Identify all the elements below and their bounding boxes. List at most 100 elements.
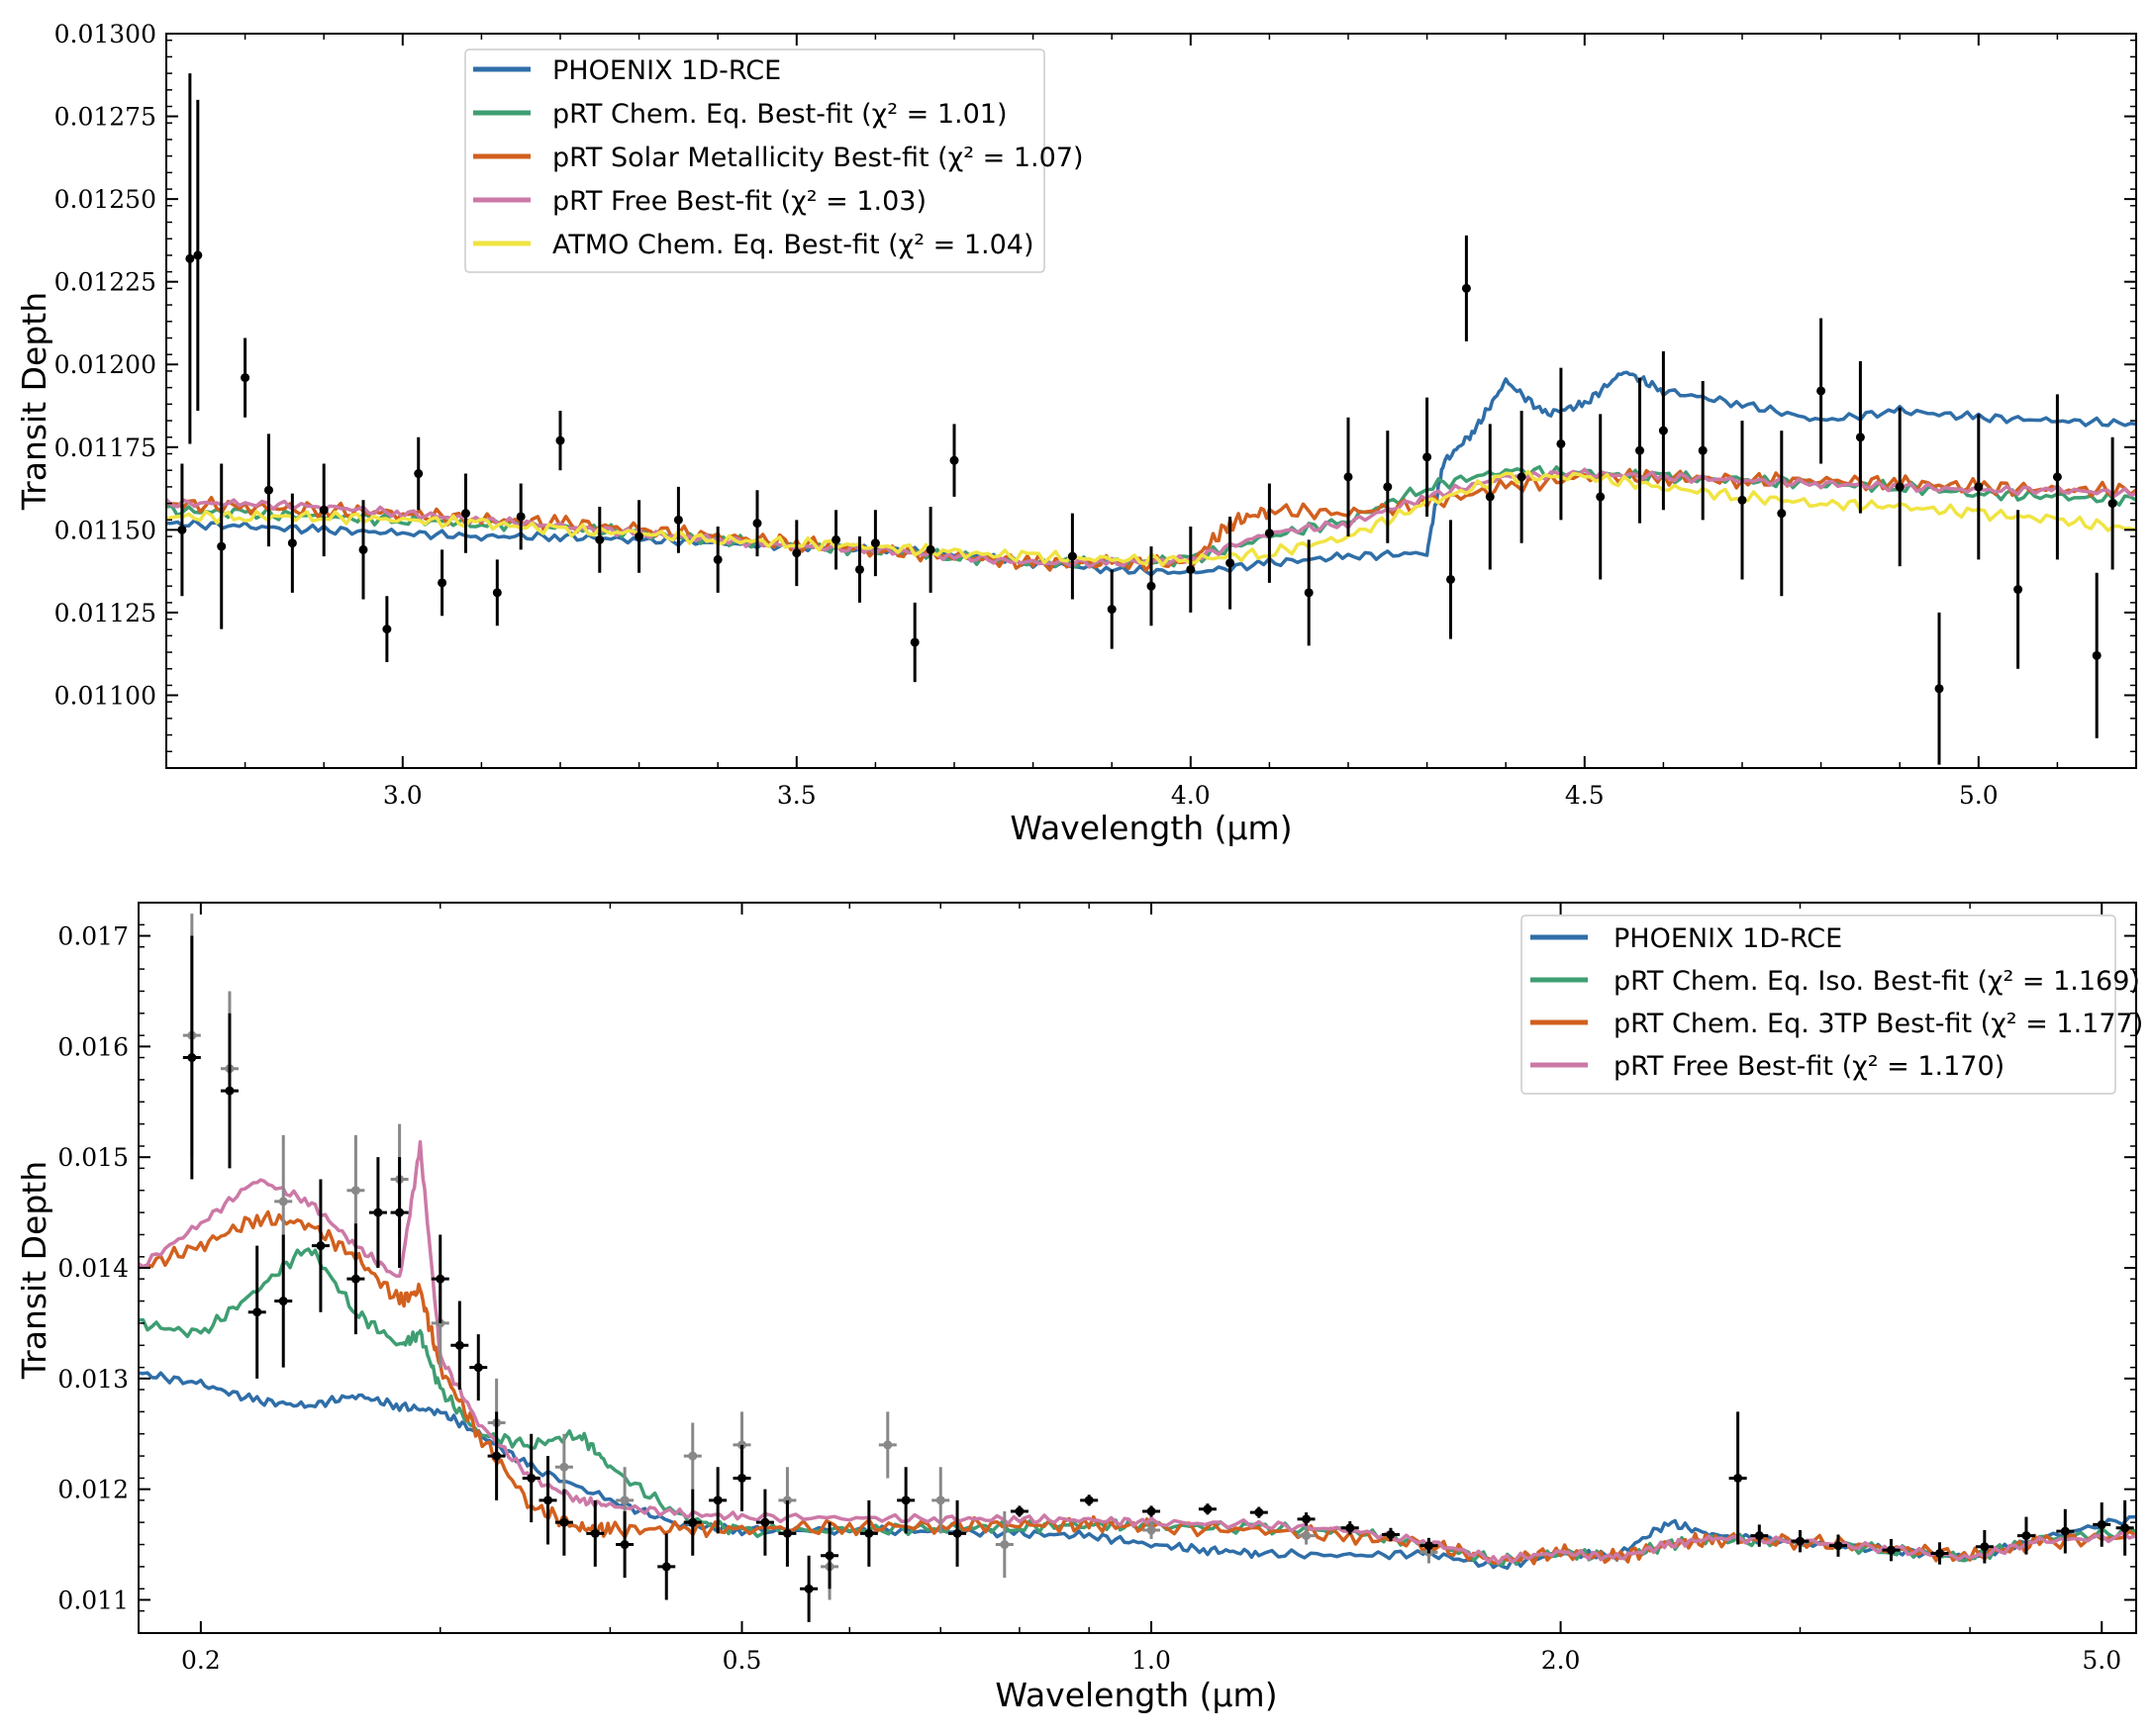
data-marker	[1737, 495, 1747, 505]
bottom-series-layer	[139, 1139, 2136, 1571]
data-marker	[1934, 684, 1944, 694]
top-data-point	[1596, 414, 1606, 580]
data-marker	[1302, 1531, 1312, 1541]
data-marker	[2120, 1523, 2130, 1533]
data-marker	[319, 505, 329, 515]
data-marker	[1516, 472, 1526, 482]
data-marker	[870, 538, 880, 548]
bottom-data-point	[554, 1489, 573, 1556]
top-data-point	[1635, 377, 1645, 524]
data-marker	[1855, 433, 1865, 442]
bottom-data-point	[709, 1467, 728, 1534]
data-marker	[737, 1473, 747, 1483]
data-marker	[278, 1297, 288, 1306]
top-legend-item-prt-chem-eq: pRT Chem. Eq. Best-fit (χ² = 1.01)	[473, 99, 1008, 130]
data-marker	[1886, 1545, 1896, 1555]
bottom-data-point	[450, 1301, 469, 1390]
bottom-data-point	[390, 1157, 409, 1268]
top-legend-item-atmo: ATMO Chem. Eq. Best-fit (χ² = 1.04)	[473, 230, 1034, 260]
y-tick-label: 0.015	[57, 1143, 129, 1172]
top-data-point	[1186, 527, 1196, 613]
top-data-point	[910, 602, 920, 683]
data-marker	[926, 544, 935, 554]
top-data-point	[2013, 510, 2023, 669]
bottom-y-ticks: 0.011 0.012 0.013 0.014 0.015 0.016 0.017	[57, 902, 2136, 1634]
y-tick-label: 0.01275	[54, 103, 156, 132]
bottom-data-point	[182, 935, 201, 1180]
bottom-data-point	[2056, 1508, 2075, 1554]
data-marker	[382, 625, 392, 634]
data-marker	[350, 1186, 360, 1196]
top-data-point	[414, 436, 424, 511]
top-data-point	[263, 434, 273, 547]
top-panel: 3.0 3.5 4.0 4.5 5.0 0.011000.011250.011500.0…	[15, 20, 2137, 847]
top-data-point	[1974, 414, 1984, 560]
bottom-data-point	[683, 1422, 702, 1490]
data-marker	[395, 1207, 405, 1217]
data-marker	[1635, 445, 1645, 455]
data-marker	[1225, 558, 1235, 568]
bottom-data-point	[1828, 1534, 1847, 1557]
data-marker	[1000, 1540, 1010, 1550]
data-marker	[492, 588, 502, 598]
top-legend: PHOENIX 1D-RCE pRT Chem. Eq. Best-fit (χ…	[464, 48, 1084, 273]
y-tick-label: 0.01225	[54, 268, 156, 297]
data-marker	[1107, 605, 1117, 615]
top-data-point	[2107, 436, 2117, 570]
y-tick-label: 0.014	[57, 1254, 129, 1283]
bottom-legend-item-phoenix: PHOENIX 1D-RCE	[1530, 923, 1842, 954]
top-data-point	[713, 527, 723, 593]
bottom-data-point	[948, 1499, 967, 1567]
top-data-point	[854, 536, 864, 603]
x-tick-label: 3.0	[383, 781, 423, 810]
bottom-data-point	[431, 1234, 449, 1323]
top-data-point	[193, 99, 203, 412]
data-marker	[854, 564, 864, 574]
top-data-point	[1556, 367, 1566, 521]
top-legend-item-prt-free: pRT Free Best-fit (χ² = 1.03)	[473, 186, 927, 217]
top-data-point	[2092, 572, 2102, 738]
top-legend-item-prt-solar: pRT Solar Metallicity Best-fit (χ² = 1.0…	[473, 143, 1084, 173]
top-data-point	[1816, 318, 1826, 464]
bottom-data-point	[487, 1411, 506, 1500]
data-marker	[831, 534, 841, 544]
bottom-data-point	[1728, 1411, 1747, 1545]
bottom-data-point	[586, 1499, 605, 1567]
bottom-data-point	[995, 1511, 1014, 1579]
data-marker	[252, 1307, 262, 1317]
bottom-data-point	[1975, 1530, 1994, 1564]
data-marker	[713, 554, 723, 564]
data-marker	[2097, 1519, 2106, 1529]
data-marker	[241, 373, 250, 383]
top-data-point	[1264, 483, 1274, 583]
data-marker	[2021, 1531, 2031, 1541]
data-marker	[1254, 1507, 1264, 1517]
data-marker	[278, 1197, 288, 1206]
data-marker	[1383, 482, 1393, 492]
y-tick-label: 0.01250	[54, 185, 156, 214]
bottom-data-layer	[182, 914, 2134, 1622]
bottom-data-point	[1297, 1512, 1316, 1526]
data-marker	[2052, 472, 2062, 482]
data-marker	[543, 1495, 553, 1505]
data-marker	[760, 1517, 770, 1527]
top-legend-box	[464, 48, 1045, 273]
data-marker	[559, 1517, 569, 1527]
top-data-point	[1445, 520, 1455, 639]
bottom-data-point	[346, 1223, 365, 1335]
legend-label-phoenix-bottom: PHOENIX 1D-RCE	[1614, 923, 1842, 954]
x-tick-label: 5.0	[1959, 781, 1999, 810]
top-y-axis-title: Transit Depth	[15, 292, 53, 511]
bottom-data-point	[538, 1456, 557, 1545]
data-marker	[516, 512, 526, 522]
bottom-panel: 0.2 0.5 1.0 2.0 5.0 0.0110.0120.0130.0140.01…	[15, 902, 2143, 1714]
bottom-x-axis-title: Wavelength (μm)	[995, 1676, 1277, 1714]
data-marker	[2107, 499, 2117, 509]
bottom-legend: PHOENIX 1D-RCE pRT Chem. Eq. Iso. Best-f…	[1520, 915, 2143, 1095]
bottom-data-point	[657, 1533, 676, 1600]
bottom-data-point	[778, 1499, 797, 1567]
y-tick-label: 0.01150	[54, 516, 156, 544]
data-marker	[1461, 283, 1471, 293]
data-marker	[688, 1451, 698, 1461]
